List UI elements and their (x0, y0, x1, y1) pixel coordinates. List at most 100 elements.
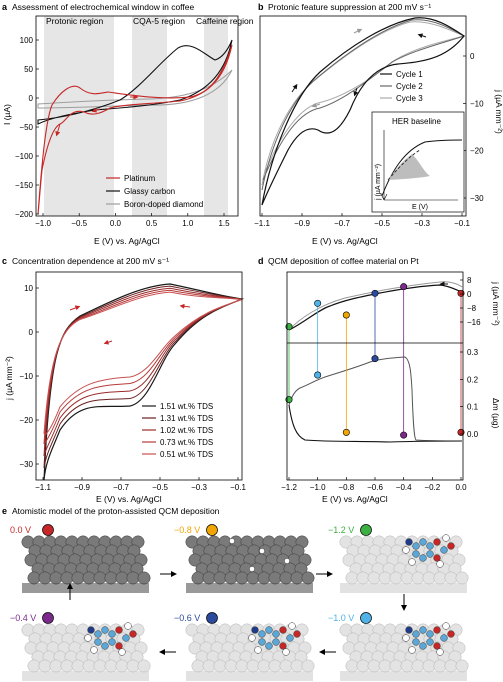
surface-atom (345, 571, 359, 585)
legend-b-c2: Cycle 2 (396, 82, 423, 91)
slab-voltage-label-1: −0.8 V (174, 525, 200, 535)
surface-atom (246, 571, 260, 585)
a-ytick-label: −150 (15, 181, 34, 190)
surface-atom (257, 659, 271, 673)
ylabel-c: j (µA mm⁻²) (4, 356, 14, 401)
molecule-atom (254, 646, 262, 654)
surface-atom (290, 571, 304, 585)
marker-d-current-1 (314, 299, 322, 307)
curve-b-c1 (261, 17, 465, 206)
b-ytick-label: −20 (470, 147, 484, 156)
molecule-atom (265, 642, 273, 650)
surface-atom (378, 659, 392, 673)
slab-voltage-label-2: −1.2 V (328, 525, 354, 535)
d-xtick-label: 0.0 (455, 483, 467, 492)
b-xtick-label: −0.7 (334, 219, 350, 228)
d-xtick-label: −0.8 (338, 483, 354, 492)
molecule-atom (440, 634, 448, 642)
molecule-atom (258, 630, 266, 638)
curve-c-series-4 (43, 291, 243, 435)
slab-voltage-dot-0 (42, 524, 54, 536)
molecule-atom (90, 646, 98, 654)
surface-atom (455, 571, 469, 585)
marker-d-current-4 (400, 283, 408, 291)
a-ytick-label: −50 (19, 123, 33, 132)
molecule-atom (447, 630, 455, 638)
arrow-c-1 (69, 305, 81, 311)
region-label-caffeine: Caffeine region (196, 16, 254, 26)
molecule-atom (436, 560, 444, 568)
molecule-atom (265, 626, 273, 634)
inset-title: HER baseline (392, 117, 441, 126)
c-ytick-label: −10 (19, 372, 33, 381)
d-xtick-label: −1.0 (310, 483, 326, 492)
panel-label-b: b (258, 2, 264, 12)
molecule-atom (115, 626, 123, 634)
ticks-d: −1.2 −1.0 −0.8 −0.6 −0.4 −0.2 0.0 8 0 −8 −16 0.3 0.2… (281, 276, 481, 492)
slab-voltage-label-3: −1.0 V (328, 613, 354, 623)
surface-atom (356, 571, 370, 585)
molecule-atom (405, 538, 413, 546)
surface-atom (49, 659, 63, 673)
ylabel-d-bottom: Δm (µg) (491, 398, 501, 429)
surface-atom (367, 659, 381, 673)
surface-atom (279, 659, 293, 673)
a-xtick-label: 0.0 (110, 219, 122, 228)
a-ytick-label: 0 (29, 94, 34, 103)
surface-atom (411, 571, 425, 585)
molecule-atom (412, 542, 420, 550)
molecule-atom (433, 642, 441, 650)
inset-shade (388, 154, 430, 180)
hydrogen-atom (259, 548, 265, 554)
d-bottom-ytick-label: 0.2 (467, 375, 479, 384)
slab-side (186, 583, 313, 593)
surface-atom (400, 571, 414, 585)
panel-label-e: e (2, 506, 7, 516)
marker-d-current-3 (371, 289, 379, 297)
c-ytick-label: 10 (24, 284, 33, 293)
molecule-atom (258, 638, 266, 646)
marker-d-current-2 (342, 311, 350, 319)
molecule-atom (405, 626, 413, 634)
panel-c-title: Concentration dependence at 200 mV s⁻¹ (12, 256, 169, 266)
surface-atom (224, 571, 238, 585)
a-xtick-label: 1.0 (182, 219, 194, 228)
hydrogen-atom (229, 538, 235, 544)
legend-c-item-4: 0.51 wt.% TDS (160, 450, 213, 459)
a-xtick-label: 1.5 (218, 219, 230, 228)
surface-atom (27, 659, 41, 673)
ylabel-d-top: j (µA mm⁻²) (491, 281, 501, 326)
surface-atom (191, 659, 205, 673)
d-top-ytick-label: 8 (467, 276, 472, 285)
surface-atom (104, 659, 118, 673)
molecule-atom (419, 538, 427, 546)
slab-voltage-label-4: −0.6 V (174, 613, 200, 623)
c-xtick-label: −0.3 (191, 483, 207, 492)
frame-c (35, 271, 243, 481)
legend-a-pt: Platinum (124, 174, 155, 183)
molecule-atom (129, 630, 137, 638)
slab-step-0: 0.0 V (10, 524, 151, 593)
legend-c: 1.51 wt.% TDS 1.31 wt.% TDS 1.02 wt.% TDS 0… (142, 402, 213, 459)
surface-atom (455, 659, 469, 673)
surface-atom (411, 659, 425, 673)
d-top-ytick-label: 0 (467, 290, 472, 299)
surface-atom (444, 659, 458, 673)
surface-atom (301, 571, 315, 585)
d-bottom-ytick-label: 0.3 (467, 348, 479, 357)
surface-atom (93, 659, 107, 673)
a-ytick-label: 50 (24, 65, 33, 74)
molecule-atom (94, 630, 102, 638)
surface-atom (137, 571, 151, 585)
inset-ylabel: j (µA mm⁻²) (375, 164, 382, 201)
surface-atom (49, 571, 63, 585)
panel-a: a Assessment of electrochemical window i… (2, 2, 254, 246)
a-xtick-label: 0.5 (146, 219, 158, 228)
d-xtick-label: −0.4 (396, 483, 412, 492)
panel-a-title: Assessment of electrochemical window in … (12, 2, 194, 12)
slab-side (22, 583, 149, 593)
c-ytick-label: −30 (19, 460, 33, 469)
curve-d-mass-baseline (288, 404, 463, 443)
panel-label-a: a (2, 2, 8, 12)
molecule-atom (440, 546, 448, 554)
